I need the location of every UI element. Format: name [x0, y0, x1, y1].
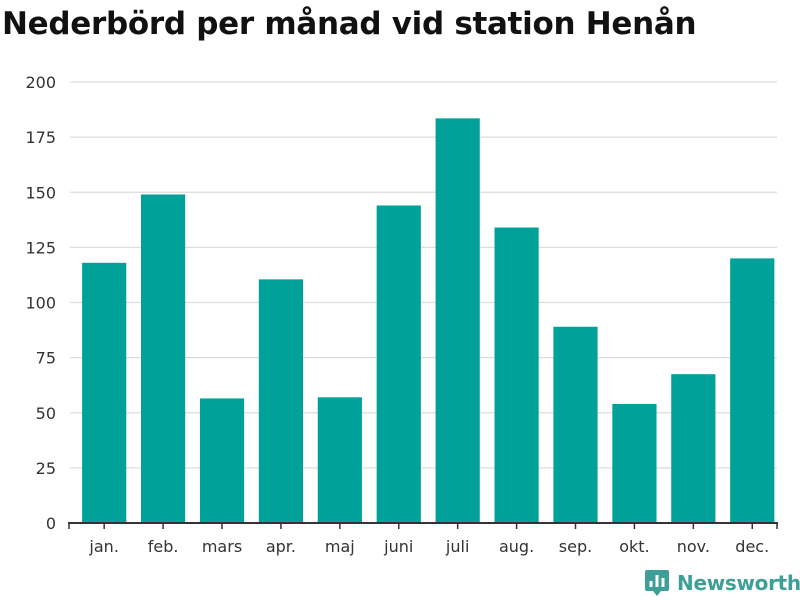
- bar-6: [376, 205, 421, 524]
- y-tick-label-125: 125: [25, 238, 56, 257]
- x-tick-label-10: okt.: [619, 537, 649, 556]
- y-tick-label-50: 50: [36, 404, 56, 423]
- bar-8: [494, 227, 539, 523]
- brand-name: Newsworthy: [677, 571, 800, 595]
- bar-9: [553, 326, 598, 523]
- bar-10: [612, 403, 657, 523]
- bar-4: [258, 279, 304, 523]
- bars: [82, 118, 775, 524]
- y-tick-labels: 0 25 50 75 100 125 150 175 200: [25, 73, 56, 533]
- y-tick-label-25: 25: [36, 459, 56, 478]
- x-tick-label-12: dec.: [735, 537, 769, 556]
- newsworthy-logo: Newsworthy: [644, 569, 800, 597]
- x-tick-label-5: maj: [325, 537, 355, 556]
- y-tick-label-200: 200: [25, 73, 56, 92]
- x-tick-label-8: aug.: [499, 537, 534, 556]
- bar-3: [199, 398, 245, 523]
- y-tick-label-75: 75: [36, 349, 56, 368]
- x-tick-label-9: sep.: [559, 537, 592, 556]
- chart-title: Nederbörd per månad vid station Henån: [2, 6, 697, 42]
- bar-12: [730, 258, 775, 523]
- bar-5: [317, 397, 362, 523]
- x-tick-label-2: feb.: [148, 537, 179, 556]
- x-tick-label-7: juli: [445, 537, 469, 556]
- x-axis: [68, 522, 778, 529]
- x-tick-label-1: jan.: [88, 537, 118, 556]
- gridlines: [70, 81, 777, 469]
- y-tick-label-0: 0: [46, 514, 56, 533]
- x-tick-label-11: nov.: [677, 537, 710, 556]
- bar-11: [671, 374, 716, 523]
- bar-1: [82, 262, 127, 523]
- bar-7: [435, 118, 480, 523]
- x-tick-label-6: juni: [383, 537, 413, 556]
- x-tick-label-3: mars: [202, 537, 242, 556]
- bar-chart-speech-bubble-icon: [645, 570, 669, 596]
- y-tick-label-150: 150: [25, 183, 56, 202]
- y-tick-label-175: 175: [25, 128, 56, 147]
- x-tick-labels: jan. feb. mars apr. maj juni juli aug. sep. okt. n…: [88, 537, 769, 556]
- y-tick-label-100: 100: [25, 294, 56, 313]
- bar-2: [140, 194, 186, 523]
- x-tick-label-4: apr.: [266, 537, 296, 556]
